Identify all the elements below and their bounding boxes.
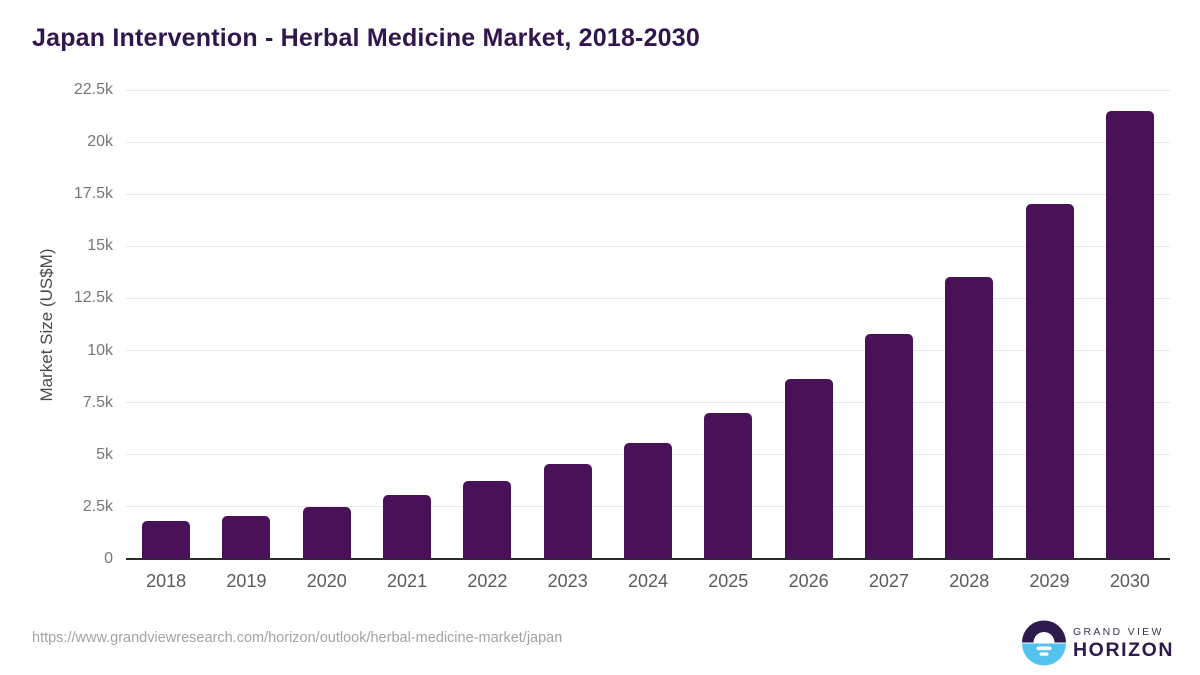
bar-2021[interactable] <box>383 495 432 559</box>
bar-2025[interactable] <box>704 413 753 559</box>
x-tick-label-2019: 2019 <box>226 571 267 591</box>
x-tick-label-2022: 2022 <box>467 571 508 591</box>
bar-2023[interactable] <box>543 464 592 559</box>
logo-reflection-line-1 <box>1036 646 1052 651</box>
y-tick-label-17.5k: 17.5k <box>73 185 113 203</box>
x-tick-label-2021: 2021 <box>387 571 428 591</box>
logo-text: GRAND VIEW HORIZON <box>1073 626 1174 662</box>
y-tick-label-12.5k: 12.5k <box>73 289 113 307</box>
x-axis-line <box>126 558 1170 560</box>
gridline-17.5k <box>126 193 1170 195</box>
x-tick-label-2026: 2026 <box>788 571 829 591</box>
chart-title: Japan Intervention - Herbal Medicine Mar… <box>32 24 700 52</box>
x-tick-label-2025: 2025 <box>708 571 749 591</box>
gridline-10k <box>126 350 1170 352</box>
x-tick-label-2018: 2018 <box>146 571 187 591</box>
bar-2018[interactable] <box>142 521 191 559</box>
gridline-22.5k <box>126 89 1170 91</box>
y-tick-label-10k: 10k <box>87 341 113 359</box>
x-tick-label-2029: 2029 <box>1029 571 1070 591</box>
logo-sun-dome <box>1033 632 1055 643</box>
y-tick-label-15k: 15k <box>87 237 113 255</box>
bar-2022[interactable] <box>463 480 512 559</box>
source-url: https://www.grandviewresearch.com/horizo… <box>32 630 563 646</box>
gridline-7.5k <box>126 402 1170 404</box>
gridline-12.5k <box>126 297 1170 299</box>
bar-2030[interactable] <box>1105 110 1154 559</box>
bar-2027[interactable] <box>864 333 913 559</box>
bar-2019[interactable] <box>222 516 271 559</box>
horizon-sun-icon <box>1022 620 1066 666</box>
y-tick-label-0: 0 <box>104 550 113 567</box>
y-tick-label-22.5k: 22.5k <box>73 81 113 98</box>
logo-sky-half <box>1022 620 1066 643</box>
x-tick-label-2027: 2027 <box>868 571 909 591</box>
logo-product-name: HORIZON <box>1073 639 1175 661</box>
y-tick-label-7.5k: 7.5k <box>82 393 113 411</box>
y-tick-label-20k: 20k <box>87 133 113 151</box>
grand-view-horizon-logo: GRAND VIEW HORIZON <box>1022 620 1174 666</box>
bar-2020[interactable] <box>302 506 351 559</box>
y-tick-label-2.5k: 2.5k <box>82 497 113 515</box>
bar-2029[interactable] <box>1025 203 1074 559</box>
bar-2028[interactable] <box>945 276 994 559</box>
bar-2026[interactable] <box>784 378 833 559</box>
bar-2024[interactable] <box>624 443 672 559</box>
x-tick-label-2028: 2028 <box>949 571 990 591</box>
gridline-20k <box>126 141 1170 143</box>
x-tick-label-2020: 2020 <box>306 571 347 591</box>
y-tick-label-5k: 5k <box>96 445 113 463</box>
x-tick-label-2030: 2030 <box>1109 571 1150 591</box>
gridline-15k <box>126 245 1170 247</box>
x-tick-label-2023: 2023 <box>547 571 588 591</box>
x-tick-label-2024: 2024 <box>627 571 669 591</box>
logo-reflection-line-2 <box>1039 652 1049 656</box>
logo-brand-name: GRAND VIEW <box>1073 626 1164 638</box>
